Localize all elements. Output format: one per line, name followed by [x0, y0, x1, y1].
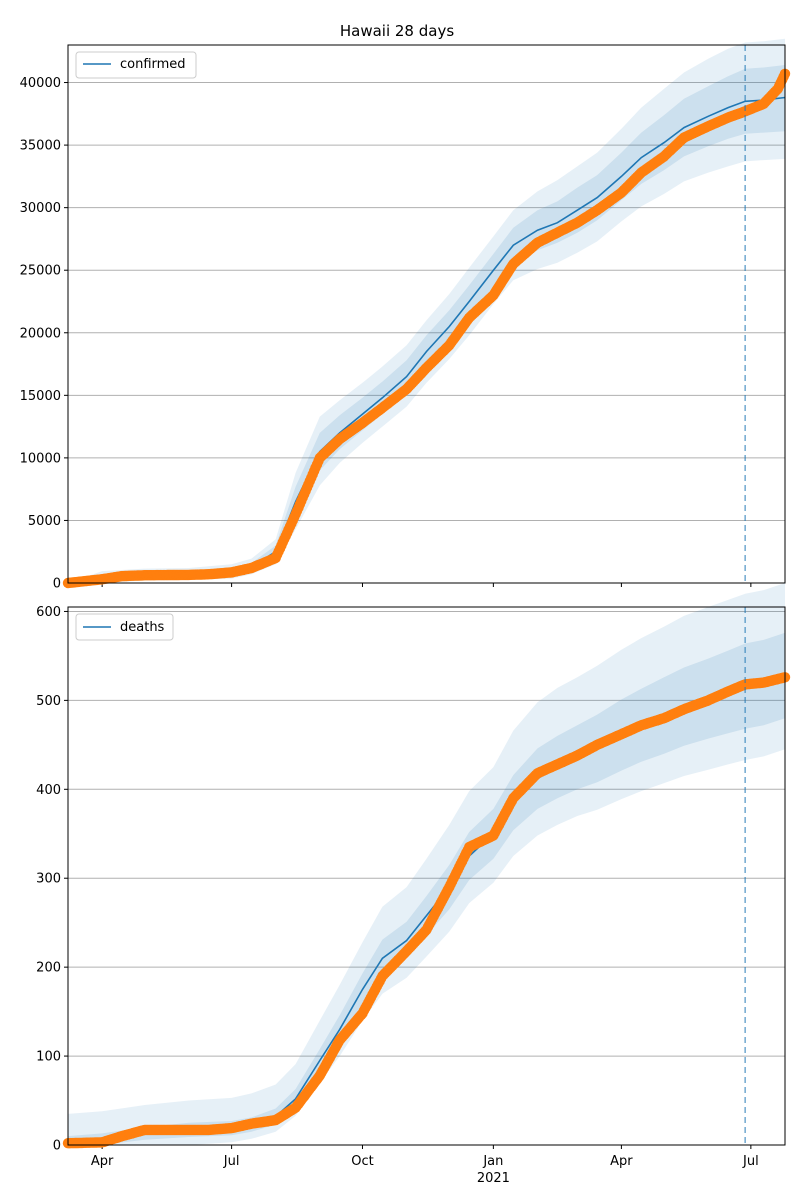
y-tick-label: 30000: [20, 201, 61, 216]
confirmed-panel: 0 5000 10000 15000 20000 25000 30000 35000 40000: [20, 38, 791, 592]
y-tick-label: 0: [53, 577, 61, 592]
confidence-band-outer: [68, 38, 785, 583]
confirmed-legend-label: confirmed: [120, 57, 186, 72]
plot-frame: [67, 606, 786, 1146]
confirmed-legend: confirmed: [75, 51, 197, 79]
y-tick-label: 100: [36, 1050, 61, 1065]
deaths-legend: deaths: [75, 613, 174, 641]
plot-frame: [67, 44, 786, 584]
y-tick-label: 500: [36, 694, 61, 709]
x-tick-label: Oct: [351, 1154, 373, 1169]
deaths-legend-label: deaths: [120, 620, 165, 635]
x-tick-year-label: 2021: [477, 1171, 510, 1186]
x-tick-label: Apr: [610, 1154, 633, 1169]
y-tick-label: 600: [36, 605, 61, 620]
y-tick-label: 15000: [20, 389, 61, 404]
y-tick-label: 35000: [20, 139, 61, 154]
confidence-band-inner: [68, 632, 785, 1145]
x-tick-label: Jul: [742, 1154, 759, 1169]
x-tick-label: Jan: [482, 1154, 503, 1169]
y-tick-label: 40000: [20, 76, 61, 91]
y-tick-label: 20000: [20, 326, 61, 341]
y-tick-label: 0: [53, 1139, 61, 1154]
confidence-band-inner: [68, 65, 785, 583]
chart-title: Hawaii 28 days: [340, 22, 454, 40]
x-tick-label: Jul: [223, 1154, 240, 1169]
deaths-panel: 0 100 200 300 400 500 600 Apr Jul Oct Jan 2021 Apr Ju…: [36, 583, 791, 1186]
y-tick-label: 300: [36, 872, 61, 887]
y-tick-label: 400: [36, 783, 61, 798]
confidence-band-outer: [68, 583, 785, 1145]
y-tick-label: 5000: [28, 514, 61, 529]
y-tick-label: 200: [36, 961, 61, 976]
x-tick-label: Apr: [91, 1154, 114, 1169]
y-tick-label: 25000: [20, 264, 61, 279]
y-tick-label: 10000: [20, 451, 61, 466]
